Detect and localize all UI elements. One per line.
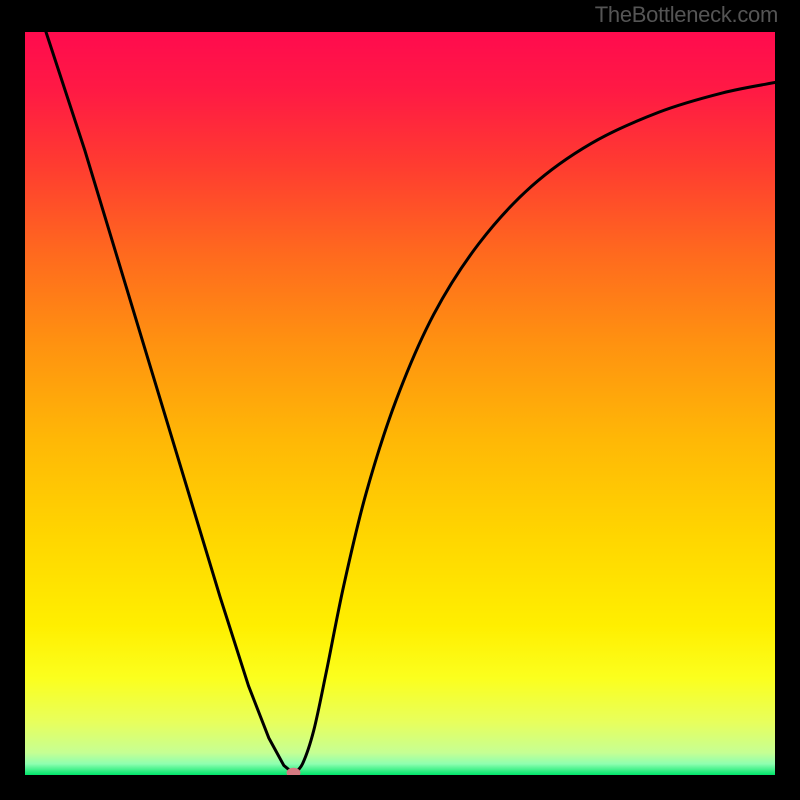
gradient-background <box>25 32 775 775</box>
chart-plot <box>25 32 775 775</box>
chart-svg <box>25 32 775 775</box>
watermark-text: TheBottleneck.com <box>595 2 778 28</box>
